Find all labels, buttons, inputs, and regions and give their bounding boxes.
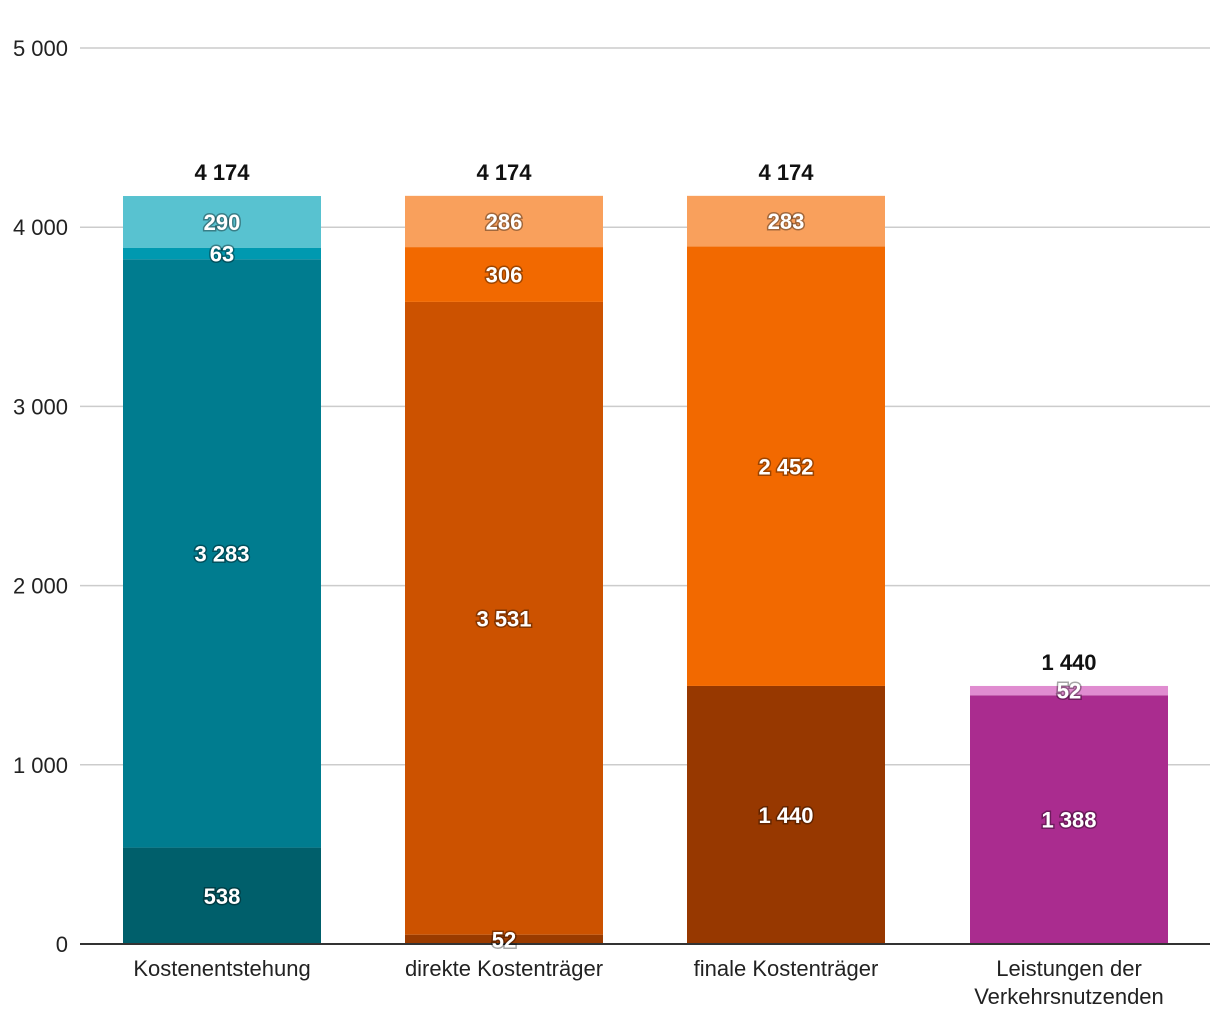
segment-value-label: 63 bbox=[210, 242, 234, 267]
bar-segment bbox=[687, 195, 885, 247]
data-labels: 538 3 283 63 290 4 174 52 3 531 306 286 4 174 1 44… bbox=[193, 160, 1098, 954]
segment-value-label: 52 bbox=[492, 927, 516, 952]
segment-value-label: 306 bbox=[486, 263, 523, 288]
y-tick-label: 0 bbox=[56, 932, 68, 957]
x-category-label-line: Kostenentstehung bbox=[133, 956, 310, 981]
bar-segment bbox=[123, 847, 321, 944]
bar-segment bbox=[123, 247, 321, 260]
y-tick-label: 3 000 bbox=[13, 394, 68, 419]
x-category-label-line: finale Kostenträger bbox=[694, 956, 879, 981]
bar-segment bbox=[405, 934, 603, 944]
segment-value-label: 3 283 bbox=[194, 541, 249, 566]
segment-value-label: 538 bbox=[204, 884, 241, 909]
bar-segment bbox=[123, 196, 321, 248]
y-tick-label: 2 000 bbox=[13, 574, 68, 599]
x-category-label-line: Verkehrsnutzenden bbox=[974, 984, 1164, 1009]
bar-segment bbox=[970, 685, 1168, 696]
axes: 0 1 000 2 000 3 000 4 000 5 000 Kostenentstehu… bbox=[13, 36, 1210, 1009]
y-tick-label: 1 000 bbox=[13, 753, 68, 778]
bar-segment bbox=[123, 259, 321, 848]
segment-value-label: 2 452 bbox=[758, 454, 813, 479]
x-category-label-line: Leistungen der bbox=[996, 956, 1142, 981]
bar-total-label: 4 174 bbox=[476, 160, 532, 185]
bar-segment bbox=[405, 195, 603, 248]
bar-total-label: 4 174 bbox=[194, 160, 250, 185]
x-category-label: direkte Kostenträger bbox=[405, 956, 603, 981]
segment-value-label: 1 388 bbox=[1041, 808, 1096, 833]
segment-value-label: 52 bbox=[1057, 679, 1081, 704]
x-category-label-line: direkte Kostenträger bbox=[405, 956, 603, 981]
bar-total-label: 4 174 bbox=[758, 160, 814, 185]
bar-segment bbox=[405, 247, 603, 302]
x-category-label: Kostenentstehung bbox=[133, 956, 310, 981]
segment-value-label: 283 bbox=[768, 209, 805, 234]
y-tick-label: 5 000 bbox=[13, 36, 68, 61]
bar-segment bbox=[405, 301, 603, 935]
bar-segment bbox=[687, 246, 885, 686]
x-category-label: finale Kostenträger bbox=[694, 956, 879, 981]
bar-total-label: 1 440 bbox=[1041, 650, 1096, 675]
bars bbox=[123, 195, 1168, 944]
segment-value-label: 286 bbox=[486, 209, 523, 234]
x-category-label: Leistungen der Verkehrsnutzenden bbox=[974, 956, 1164, 1009]
segment-value-label: 3 531 bbox=[476, 606, 531, 631]
bar-segment bbox=[970, 695, 1168, 944]
segment-value-label: 290 bbox=[204, 210, 241, 235]
segment-value-label: 1 440 bbox=[758, 803, 813, 828]
y-tick-label: 4 000 bbox=[13, 215, 68, 240]
bar-segment bbox=[687, 685, 885, 944]
